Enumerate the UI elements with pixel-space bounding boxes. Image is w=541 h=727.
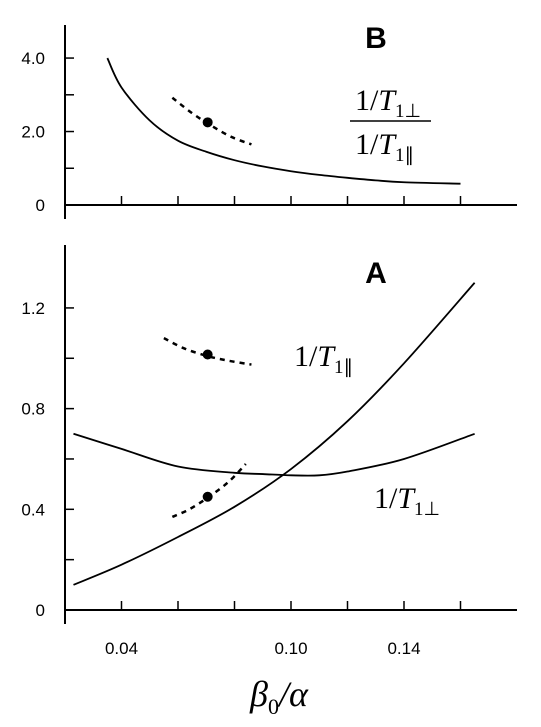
x-axis-label-subscript: 0 bbox=[268, 694, 279, 719]
ratio-denominator-subscript: 1∥ bbox=[395, 145, 414, 166]
dashed-series-line bbox=[163, 337, 252, 366]
x-tick-label: 0.10 bbox=[274, 639, 307, 658]
series-line bbox=[73, 432, 475, 477]
ratio-numerator-subscript: 1⊥ bbox=[395, 101, 421, 122]
series-label-subscript: 1∥ bbox=[334, 357, 353, 378]
y-tick-label: 1.2 bbox=[21, 299, 45, 318]
ratio-annotation: 1/T1⊥1/T1∥ bbox=[350, 84, 431, 166]
data-point bbox=[202, 117, 213, 128]
ratio-numerator-variable: T bbox=[378, 84, 397, 117]
series-label-prefix: 1/ bbox=[374, 482, 398, 515]
x-axis-label: β0/α bbox=[249, 674, 309, 719]
ratio-numerator: 1/T1⊥ bbox=[355, 84, 421, 122]
panel-label: A bbox=[365, 257, 387, 290]
series-label-variable: T bbox=[317, 340, 336, 373]
series-label-prefix: 1/ bbox=[294, 340, 318, 373]
series-label-subscript: 1⊥ bbox=[414, 499, 440, 520]
x-axis-label-variable: β bbox=[249, 674, 268, 714]
panel-label: B bbox=[365, 22, 387, 55]
series-label-perpendicular: 1/T1⊥ bbox=[374, 482, 440, 520]
y-tick-label: 0.8 bbox=[21, 400, 45, 419]
dashed-series-line bbox=[171, 463, 247, 519]
ratio-denominator-variable: T bbox=[378, 128, 397, 161]
y-tick-label: 0 bbox=[36, 601, 45, 620]
data-point bbox=[202, 349, 213, 360]
y-tick-label: 0 bbox=[36, 196, 45, 215]
x-axis-label-suffix: /α bbox=[277, 674, 309, 714]
x-tick-label: 0.04 bbox=[105, 639, 138, 658]
ratio-denominator: 1/T1∥ bbox=[355, 128, 414, 166]
y-tick-label: 0.4 bbox=[21, 500, 45, 519]
data-point bbox=[202, 491, 213, 502]
series-line bbox=[106, 57, 461, 185]
x-tick-label: 0.14 bbox=[387, 639, 420, 658]
panel-b: 02.04.0B1/T1⊥1/T1∥ bbox=[21, 22, 517, 219]
series-label-variable: T bbox=[397, 482, 416, 515]
ratio-denominator-prefix: 1/ bbox=[355, 128, 379, 161]
series-line bbox=[73, 282, 476, 586]
ratio-numerator-prefix: 1/ bbox=[355, 84, 379, 117]
y-tick-label: 4.0 bbox=[21, 49, 45, 68]
series-label-parallel: 1/T1∥ bbox=[294, 340, 353, 378]
y-tick-label: 2.0 bbox=[21, 123, 45, 142]
